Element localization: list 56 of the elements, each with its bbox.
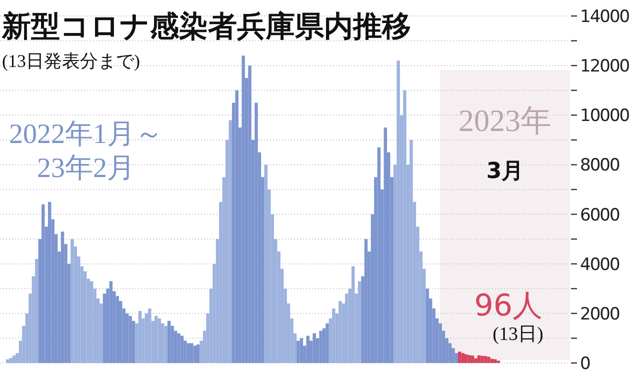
- bar: [426, 288, 429, 363]
- bar: [180, 336, 184, 363]
- y-tick-label: 2000: [580, 304, 620, 324]
- bar: [193, 346, 196, 363]
- bar: [228, 120, 232, 363]
- bar: [494, 359, 497, 363]
- bar: [264, 164, 268, 363]
- bar: [484, 356, 488, 363]
- y-tick-label: 0: [580, 354, 590, 374]
- bar: [248, 66, 252, 363]
- bar: [477, 355, 481, 363]
- bar: [403, 90, 406, 363]
- bar: [196, 344, 200, 363]
- bar: [464, 354, 468, 363]
- bar: [42, 204, 45, 363]
- bar: [12, 356, 16, 363]
- bar: [164, 326, 168, 363]
- bar: [364, 239, 368, 363]
- chart-title: 新型コロナ感染者兵庫県内推移: [1, 9, 411, 43]
- bar: [358, 281, 362, 363]
- bar: [306, 336, 310, 363]
- bar: [319, 330, 322, 363]
- bar: [312, 333, 316, 363]
- bar: [300, 338, 304, 363]
- bar: [474, 358, 478, 363]
- annotation: (13日): [492, 324, 544, 345]
- bar: [167, 320, 171, 363]
- annotation: 2022年1月～: [9, 119, 163, 150]
- y-tick-label: 12000: [580, 56, 630, 77]
- bar: [235, 90, 238, 363]
- bar: [468, 355, 471, 363]
- y-tick-label: 8000: [580, 156, 620, 176]
- bar: [9, 358, 12, 363]
- annotation: 3月: [486, 159, 524, 184]
- text: (13日発表分まで): [2, 51, 140, 71]
- data-label: 96人: [474, 288, 542, 324]
- y-tick-label: 4000: [580, 254, 620, 275]
- bar: [480, 356, 484, 363]
- y-tick-label: 6000: [580, 205, 620, 226]
- y-tick-label: 10000: [580, 106, 630, 126]
- bar: [396, 60, 400, 363]
- annotation: 23年2月: [37, 153, 135, 184]
- annotation: 2023年: [458, 103, 552, 138]
- bar: [190, 343, 194, 363]
- bar: [326, 323, 329, 363]
- bar: [70, 239, 74, 363]
- bar: [410, 140, 413, 363]
- bar: [461, 353, 464, 363]
- bar: [296, 340, 300, 363]
- bar: [470, 356, 474, 363]
- bar: [487, 356, 490, 363]
- bar: [458, 352, 462, 363]
- bar: [384, 128, 387, 363]
- bar: [35, 258, 38, 363]
- y-tick-label: 14000: [580, 7, 630, 27]
- bar: [351, 266, 355, 363]
